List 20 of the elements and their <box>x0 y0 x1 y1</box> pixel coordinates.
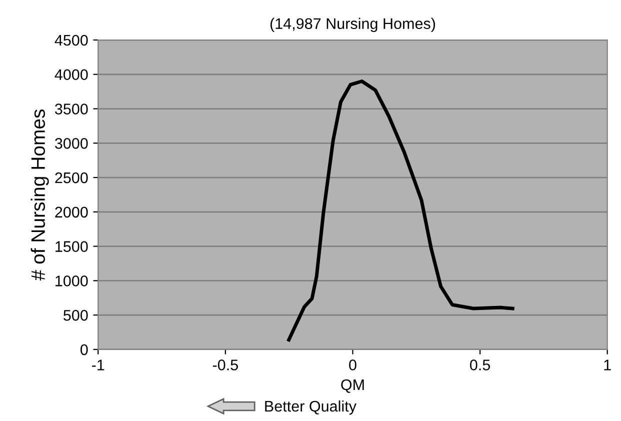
y-tick-label: 2000 <box>55 206 88 218</box>
x-tick-label: 0.5 <box>470 360 490 370</box>
y-tick-label: 4500 <box>54 34 88 46</box>
y-tick-label: 2500 <box>55 172 88 184</box>
y-tick-label: 3000 <box>54 138 88 149</box>
x-tick-label: -1 <box>92 360 104 370</box>
chart-title: (14,987 Nursing Homes) <box>270 18 435 32</box>
y-tick-label: 3500 <box>54 104 88 114</box>
x-tick-label: -0.5 <box>212 360 238 370</box>
y-tick-label: 0 <box>80 344 88 356</box>
text: Better Quality <box>265 400 356 415</box>
x-axis-title: QM <box>341 379 364 393</box>
y-tick-label: 4000 <box>54 69 88 80</box>
x-tick-label: 0 <box>349 360 356 370</box>
x-tick-label: 1 <box>604 360 611 370</box>
y-axis-title: # of Nursing Homes <box>30 109 49 281</box>
y-tick-label: 1000 <box>56 276 88 286</box>
y-tick-label: 1500 <box>56 241 88 252</box>
line-series <box>287 80 514 342</box>
y-tick-label: 500 <box>64 310 88 321</box>
